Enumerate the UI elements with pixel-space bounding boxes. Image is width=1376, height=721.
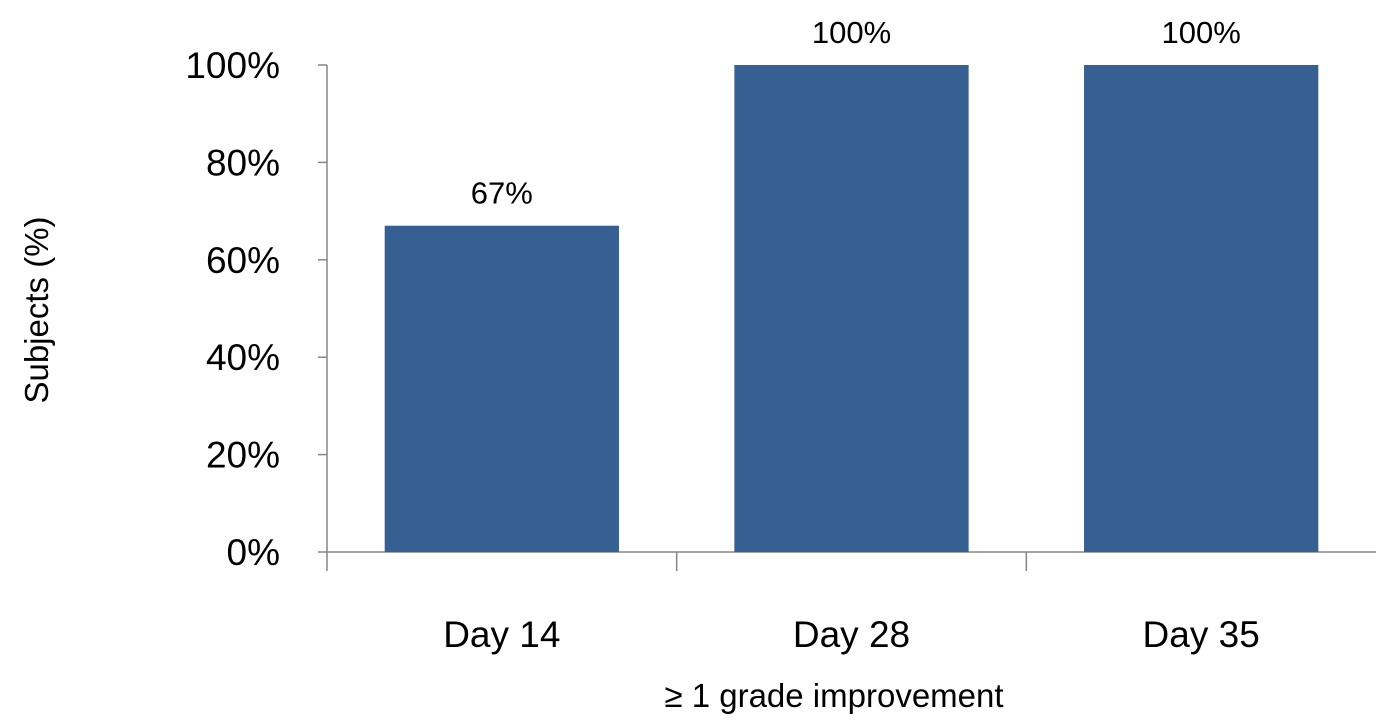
data-label: 100% <box>1162 15 1241 50</box>
data-label: 100% <box>812 15 891 50</box>
category-label: Day 14 <box>443 614 560 655</box>
y-tick-label: 100% <box>185 45 280 86</box>
y-tick-label: 20% <box>206 435 280 476</box>
x-axis <box>326 551 1376 571</box>
bar <box>1084 65 1319 552</box>
bar <box>384 225 619 552</box>
x-axis-title: ≥ 1 grade improvement <box>664 677 1003 714</box>
category-labels: Day 14 Day 28 Day 35 <box>443 614 1260 655</box>
y-axis-title: Subjects (%) <box>18 216 55 403</box>
category-label: Day 35 <box>1143 614 1260 655</box>
y-tick-label: 80% <box>206 142 280 183</box>
bar <box>734 65 969 552</box>
category-label: Day 28 <box>793 614 910 655</box>
data-label: 67% <box>471 176 533 211</box>
bars <box>384 65 1319 552</box>
y-tick-label: 0% <box>227 532 280 573</box>
y-tick-label: 40% <box>206 337 280 378</box>
y-axis: 0% 20% 40% 60% 80% 100% <box>185 45 328 573</box>
y-tick-label: 60% <box>206 240 280 281</box>
data-labels: 67% 100% 100% <box>471 15 1241 211</box>
